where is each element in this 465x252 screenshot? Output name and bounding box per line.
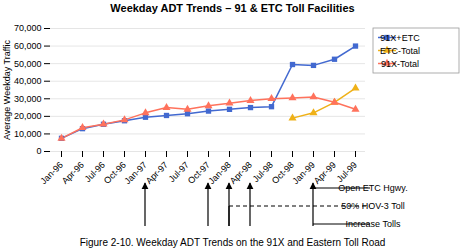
svg-text:Jul-96: Jul-96: [82, 159, 107, 185]
svg-text:Oct-98: Oct-98: [269, 159, 296, 186]
svg-text:30,000: 30,000: [14, 94, 42, 104]
svg-text:ETC-Total: ETC-Total: [380, 46, 420, 56]
svg-text:Jan-97: Jan-97: [122, 160, 149, 187]
svg-text:70,000: 70,000: [14, 23, 42, 33]
svg-text:Apr-97: Apr-97: [144, 160, 170, 186]
svg-text:Open ETC Hgwy.: Open ETC Hgwy.: [338, 183, 407, 193]
svg-text:Oct-97: Oct-97: [185, 159, 212, 186]
svg-text:Average Weekday Traffic: Average Weekday Traffic: [2, 39, 12, 140]
html-text:Figure 2-10. Weekday ADT Trend: Figure 2-10. Weekday ADT Trends on the 9…: [79, 237, 386, 248]
svg-text:50,000: 50,000: [14, 59, 42, 69]
svg-text:0: 0: [36, 146, 41, 156]
svg-text:50% HOV-3 Toll: 50% HOV-3 Toll: [341, 201, 404, 211]
svg-text:Jan-96: Jan-96: [38, 160, 65, 187]
svg-text:40,000: 40,000: [14, 76, 42, 86]
svg-text:Jul-99: Jul-99: [335, 160, 359, 184]
svg-text:Oct-96: Oct-96: [101, 159, 128, 186]
svg-text:91X+ETC: 91X+ETC: [380, 33, 420, 43]
svg-text:Apr-98: Apr-98: [228, 160, 254, 186]
svg-text:60,000: 60,000: [14, 41, 42, 51]
svg-text:Increase Tolls: Increase Tolls: [346, 219, 401, 229]
svg-text:20,000: 20,000: [14, 111, 42, 121]
svg-text:Jan-99: Jan-99: [290, 160, 317, 187]
html-text:Weekday ADT Trends – 91 & ETC: Weekday ADT Trends – 91 & ETC Toll Facil…: [110, 2, 355, 14]
svg-text:Jul-97: Jul-97: [166, 159, 191, 185]
svg-text:Apr-99: Apr-99: [312, 160, 338, 186]
svg-text:Jul-98: Jul-98: [250, 159, 275, 185]
svg-text:Jan-98: Jan-98: [206, 160, 233, 187]
svg-text:Apr-96: Apr-96: [60, 160, 86, 186]
svg-text:91X-Total: 91X-Total: [381, 59, 419, 69]
svg-text:10,000: 10,000: [14, 129, 42, 139]
